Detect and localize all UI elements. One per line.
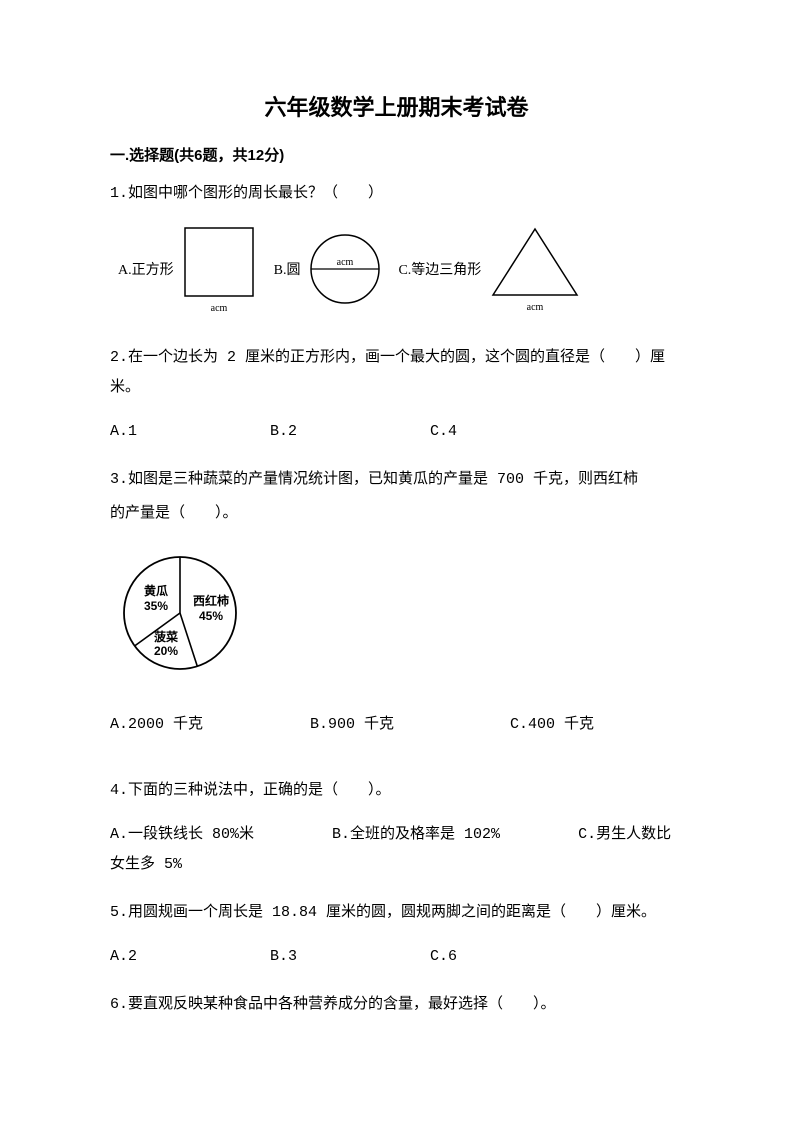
q3-opt-a: A.2000 千克 [110, 710, 310, 740]
q1-shape-c: C.等边三角形 acm [398, 223, 583, 315]
q1-shape-a: A.正方形 acm [118, 223, 260, 315]
q3-options: A.2000 千克 B.900 千克 C.400 千克 [110, 710, 683, 740]
q4-opt-a: A.一段铁线长 80%米 [110, 826, 254, 843]
q1-text: 1.如图中哪个图形的周长最长？（ ） [110, 179, 683, 209]
pie-chart-icon: 西红柿 45% 黄瓜 35% 菠菜 20% [110, 543, 270, 683]
q1-a-label: A.正方形 [118, 259, 174, 279]
q2-options: A.1 B.2 C.4 [110, 417, 683, 447]
q1-c-caption: acm [527, 302, 544, 313]
pie-xihongshi-pct: 45% [199, 609, 223, 623]
q1-c-label: C.等边三角形 [398, 259, 481, 279]
q4-text: 4.下面的三种说法中，正确的是（ ）。 [110, 776, 683, 806]
q5-options: A.2 B.3 C.6 [110, 942, 683, 972]
q2-text: 2.在一个边长为 2 厘米的正方形内，画一个最大的圆，这个圆的直径是（ ）厘米。 [110, 343, 683, 403]
square-icon: acm [180, 223, 260, 315]
q5-text: 5.用圆规画一个周长是 18.84 厘米的圆，圆规两脚之间的距离是（ ）厘米。 [110, 898, 683, 928]
q5-opt-a: A.2 [110, 942, 270, 972]
page-title: 六年级数学上册期末考试卷 [110, 90, 683, 122]
q1-b-caption: acm [337, 257, 354, 268]
q1-b-label: B.圆 [274, 259, 301, 279]
q5-opt-b: B.3 [270, 942, 430, 972]
q6-text: 6.要直观反映某种食品中各种营养成分的含量，最好选择（ ）。 [110, 990, 683, 1020]
q3-opt-c: C.400 千克 [510, 710, 594, 740]
q3-text1: 3.如图是三种蔬菜的产量情况统计图，已知黄瓜的产量是 700 千克，则西红柿 [110, 465, 683, 495]
q3-opt-b: B.900 千克 [310, 710, 510, 740]
q4-opt-b: B.全班的及格率是 102% [332, 826, 500, 843]
section-header: 一.选择题(共6题，共12分) [110, 144, 683, 165]
pie-huanggua-pct: 35% [144, 599, 168, 613]
q2-opt-b: B.2 [270, 417, 430, 447]
q4-options: A.一段铁线长 80%米 B.全班的及格率是 102% C.男生人数比女生多 5… [110, 820, 683, 880]
q1-shape-b: B.圆 acm [274, 229, 385, 309]
pie-xihongshi-label: 西红柿 [193, 593, 229, 608]
triangle-icon: acm [487, 223, 583, 315]
pie-huanggua-label: 黄瓜 [144, 583, 168, 598]
q1-shapes: A.正方形 acm B.圆 acm C.等边三角形 acm [118, 223, 683, 315]
pie-bocai-pct: 20% [154, 644, 178, 658]
circle-icon: acm [306, 229, 384, 309]
q3-text2: 的产量是（ ）。 [110, 499, 683, 529]
pie-bocai-label: 菠菜 [154, 629, 178, 644]
q2-opt-a: A.1 [110, 417, 270, 447]
q3-pie-chart: 西红柿 45% 黄瓜 35% 菠菜 20% [110, 543, 683, 688]
q1-a-caption: acm [210, 303, 227, 314]
q5-opt-c: C.6 [430, 942, 457, 972]
q2-opt-c: C.4 [430, 417, 457, 447]
